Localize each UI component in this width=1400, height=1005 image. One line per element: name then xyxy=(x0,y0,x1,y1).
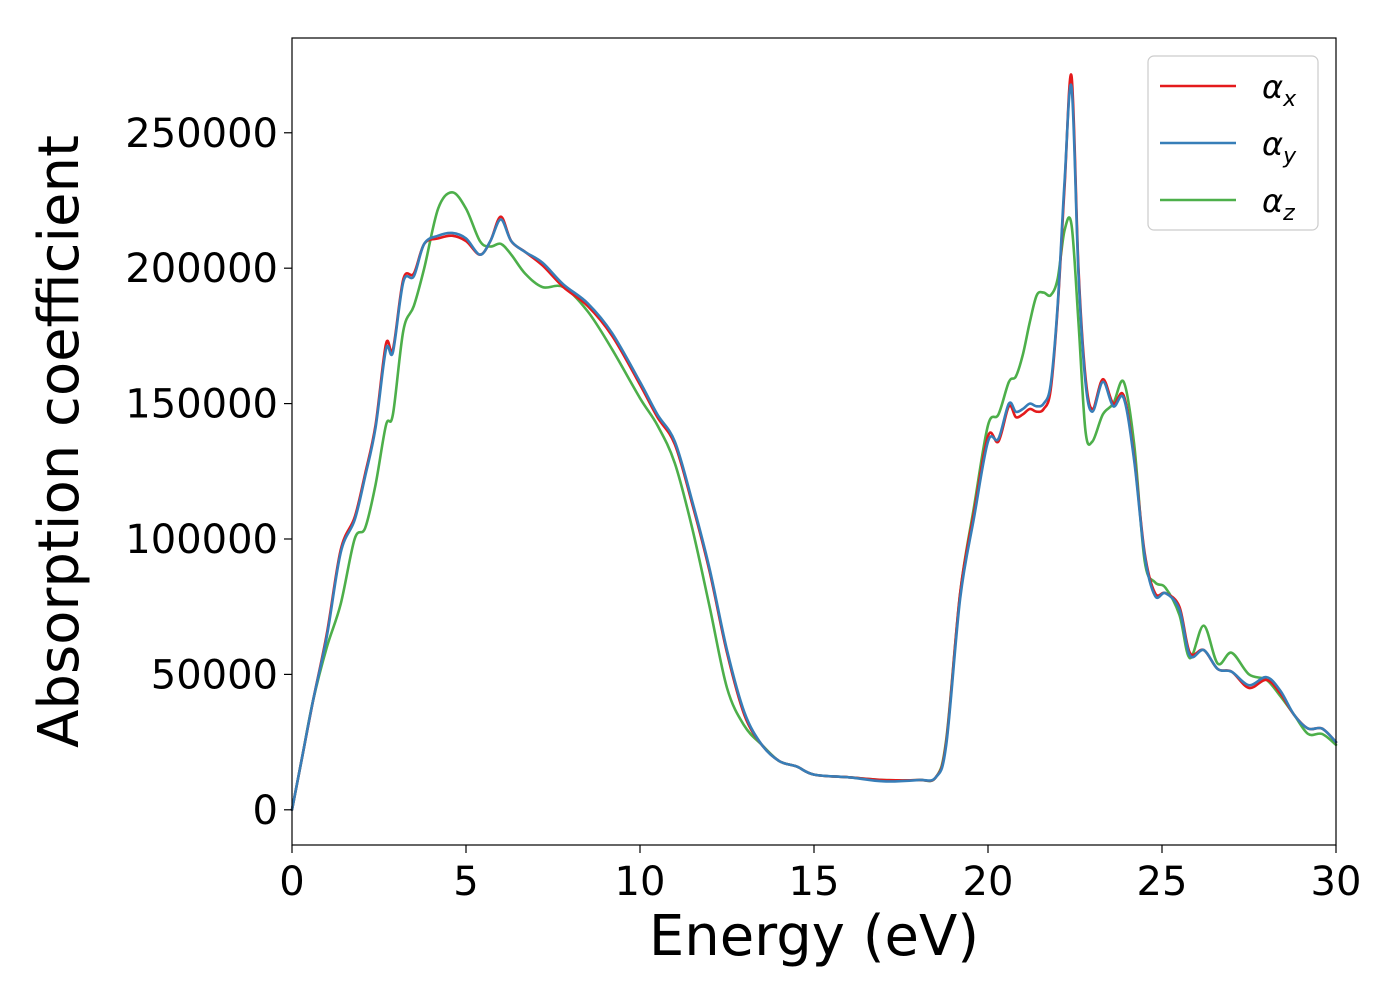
y-tick-label: 250000 xyxy=(125,111,278,157)
y-tick-label: 200000 xyxy=(125,246,278,292)
legend-subscript: y xyxy=(1282,144,1297,169)
y-tick-label: 50000 xyxy=(151,652,278,698)
x-tick-label: 25 xyxy=(1137,859,1188,905)
x-tick-label: 15 xyxy=(789,859,840,905)
axes-layer: 0 5 10 15 20 25 30 0 50000 100000 150000 200000 2500… xyxy=(125,37,1362,905)
y-tick-label: 150000 xyxy=(125,382,278,428)
x-tick-label: 5 xyxy=(453,859,478,905)
x-tick-label: 30 xyxy=(1311,859,1362,905)
x-tick-label: 10 xyxy=(615,859,666,905)
series-layer xyxy=(290,73,1338,812)
legend-subscript: z xyxy=(1282,201,1295,226)
x-axis-title: Energy (eV) xyxy=(649,904,979,969)
y-axis-title: Absorption coefficient xyxy=(27,135,92,748)
legend-subscript: x xyxy=(1282,87,1297,112)
y-tick-label: 100000 xyxy=(125,517,278,563)
legend-label-x: αx xyxy=(1262,68,1297,112)
series-line-z xyxy=(290,191,1338,812)
x-tick-label: 20 xyxy=(963,859,1014,905)
y-tick-label: 0 xyxy=(253,788,278,834)
series-line-y xyxy=(290,83,1338,812)
x-tick-label: 0 xyxy=(279,859,304,905)
